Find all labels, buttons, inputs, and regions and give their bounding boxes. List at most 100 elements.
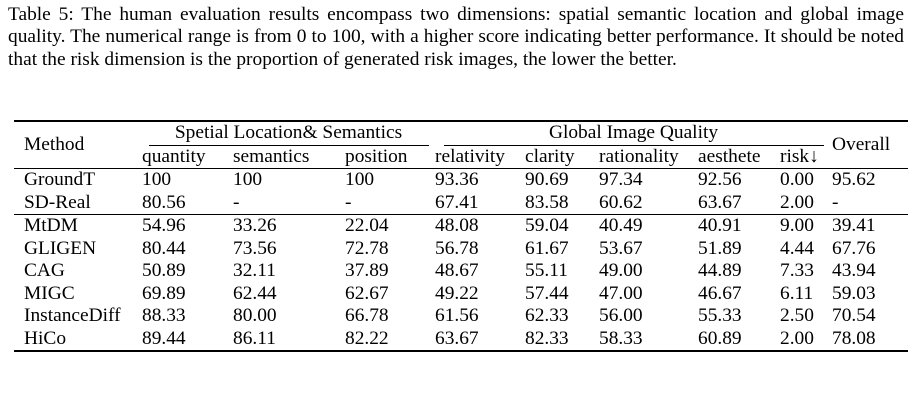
method-name-cell: InstanceDiff	[24, 305, 121, 326]
score-cell: 92.56	[698, 169, 742, 190]
score-cell: 51.89	[698, 237, 742, 259]
table-row: GLIGEN 80.44 73.56 72.78 56.78 61.67 53.67 51.8…	[14, 238, 908, 261]
score-cell: -	[345, 191, 352, 213]
group-header-quality: Global Image Quality	[435, 121, 832, 146]
table-row: GroundT 100 100 100 93.36 90.69 97.34 92.56 0.00…	[14, 168, 908, 192]
group-header-quality-label: Global Image Quality	[443, 122, 824, 146]
score-cell: 86.11	[233, 327, 276, 349]
score-cell: 66.78	[345, 305, 389, 326]
group-header-spatial: Spetial Location& Semantics	[142, 121, 435, 146]
table-caption: Table 5: The human evaluation results en…	[8, 4, 904, 70]
score-cell: 56.00	[599, 305, 643, 326]
score-cell: 55.33	[698, 305, 742, 326]
score-cell: -	[233, 191, 240, 213]
score-cell: 59.03	[832, 282, 876, 304]
table-row: InstanceDiff 88.33 80.00 66.78 61.56 62.33 56.…	[14, 305, 908, 328]
score-cell: 70.54	[832, 305, 876, 326]
score-cell: 59.04	[525, 215, 569, 236]
subheader-clarity: clarity	[525, 145, 575, 167]
score-cell: 89.44	[142, 327, 186, 349]
score-cell: 80.00	[233, 305, 277, 326]
subheader-rationality: rationality	[599, 145, 679, 167]
score-cell: 93.36	[435, 169, 479, 190]
subheader-relativity: relativity	[435, 145, 505, 167]
method-name-cell: GLIGEN	[24, 237, 97, 259]
score-cell: 83.58	[525, 191, 569, 213]
score-cell: 56.78	[435, 237, 479, 259]
score-cell: 80.56	[142, 191, 186, 213]
score-cell: 39.41	[832, 215, 876, 236]
method-rows: MtDM 54.96 33.26 22.04 48.08 59.04 40.49 40.91 9…	[14, 214, 908, 351]
score-cell: 43.94	[832, 260, 876, 281]
overall-header: Overall	[832, 133, 891, 155]
score-cell: 80.44	[142, 237, 186, 259]
score-cell: 22.04	[345, 215, 389, 236]
score-cell: 49.22	[435, 282, 479, 304]
header-row-subheaders: quantity semantics position relativity c…	[14, 146, 908, 169]
score-cell: 9.00	[780, 215, 814, 236]
subheader-quantity: quantity	[142, 145, 206, 167]
score-cell: 73.56	[233, 237, 277, 259]
score-cell: 40.91	[698, 215, 742, 236]
score-cell: 2.50	[780, 305, 814, 326]
score-cell: 46.67	[698, 282, 742, 304]
score-cell: 54.96	[142, 215, 186, 236]
subheader-semantics: semantics	[233, 145, 310, 167]
score-cell: 2.00	[780, 191, 814, 213]
header-row-groups: Method Spetial Location& Semantics Globa…	[14, 121, 908, 155]
table-row: CAG 50.89 32.11 37.89 48.67 55.11 49.00 44.89 7.…	[14, 260, 908, 283]
method-name-cell: SD-Real	[24, 191, 91, 213]
score-cell: 69.89	[142, 282, 186, 304]
score-cell: 60.62	[599, 191, 643, 213]
score-cell: 4.44	[780, 237, 814, 259]
score-cell: 62.67	[345, 282, 389, 304]
method-name-cell: CAG	[24, 260, 65, 281]
score-cell: 2.00	[780, 327, 814, 349]
subheader-aesthete: aesthete	[698, 145, 761, 167]
table-row: HiCo 89.44 86.11 82.22 63.67 82.33 58.33 60.89 2…	[14, 327, 908, 351]
score-cell: 67.41	[435, 191, 479, 213]
results-table: Method Spetial Location& Semantics Globa…	[14, 120, 908, 352]
score-cell: 33.26	[233, 215, 277, 236]
table-row: MtDM 54.96 33.26 22.04 48.08 59.04 40.49 40.91 9…	[14, 214, 908, 238]
score-cell: 50.89	[142, 260, 186, 281]
score-cell: 61.56	[435, 305, 479, 326]
score-cell: 67.76	[832, 237, 876, 259]
score-cell: 88.33	[142, 305, 186, 326]
method-header: Method	[24, 133, 85, 155]
score-cell: 60.89	[698, 327, 742, 349]
reference-rows: GroundT 100 100 100 93.36 90.69 97.34 92.56 0.00…	[14, 168, 908, 215]
score-cell: 63.67	[698, 191, 742, 213]
group-header-spatial-label: Spetial Location& Semantics	[148, 122, 429, 146]
method-name-cell: MtDM	[24, 215, 78, 236]
method-name-cell: GroundT	[24, 169, 96, 190]
subheader-risk: risk↓	[780, 145, 819, 167]
subheader-position: position	[345, 145, 408, 167]
score-cell: 97.34	[599, 169, 643, 190]
score-cell: 37.89	[345, 260, 389, 281]
score-cell: 57.44	[525, 282, 569, 304]
method-name-cell: MIGC	[24, 282, 75, 304]
table-row: SD-Real 80.56- -67.41 83.58 60.62 63.67 2.00-	[14, 192, 908, 215]
score-cell: 49.00	[599, 260, 643, 281]
score-cell: 62.33	[525, 305, 569, 326]
score-cell: 100	[345, 169, 375, 190]
score-cell: 6.11	[780, 282, 814, 304]
score-cell: 82.22	[345, 327, 389, 349]
score-cell: 100	[233, 169, 263, 190]
score-cell: 53.67	[599, 237, 643, 259]
score-cell: -	[832, 191, 839, 213]
score-cell: 44.89	[698, 260, 742, 281]
score-cell: 95.62	[832, 169, 876, 190]
score-cell: 48.08	[435, 215, 479, 236]
score-cell: 32.11	[233, 260, 276, 281]
score-cell: 63.67	[435, 327, 479, 349]
table-row: MIGC 69.89 62.44 62.67 49.22 57.44 47.00 46.67 6…	[14, 283, 908, 306]
score-cell: 72.78	[345, 237, 389, 259]
score-cell: 7.33	[780, 260, 814, 281]
score-cell: 40.49	[599, 215, 643, 236]
score-cell: 48.67	[435, 260, 479, 281]
score-cell: 58.33	[599, 327, 643, 349]
score-cell: 78.08	[832, 327, 876, 349]
